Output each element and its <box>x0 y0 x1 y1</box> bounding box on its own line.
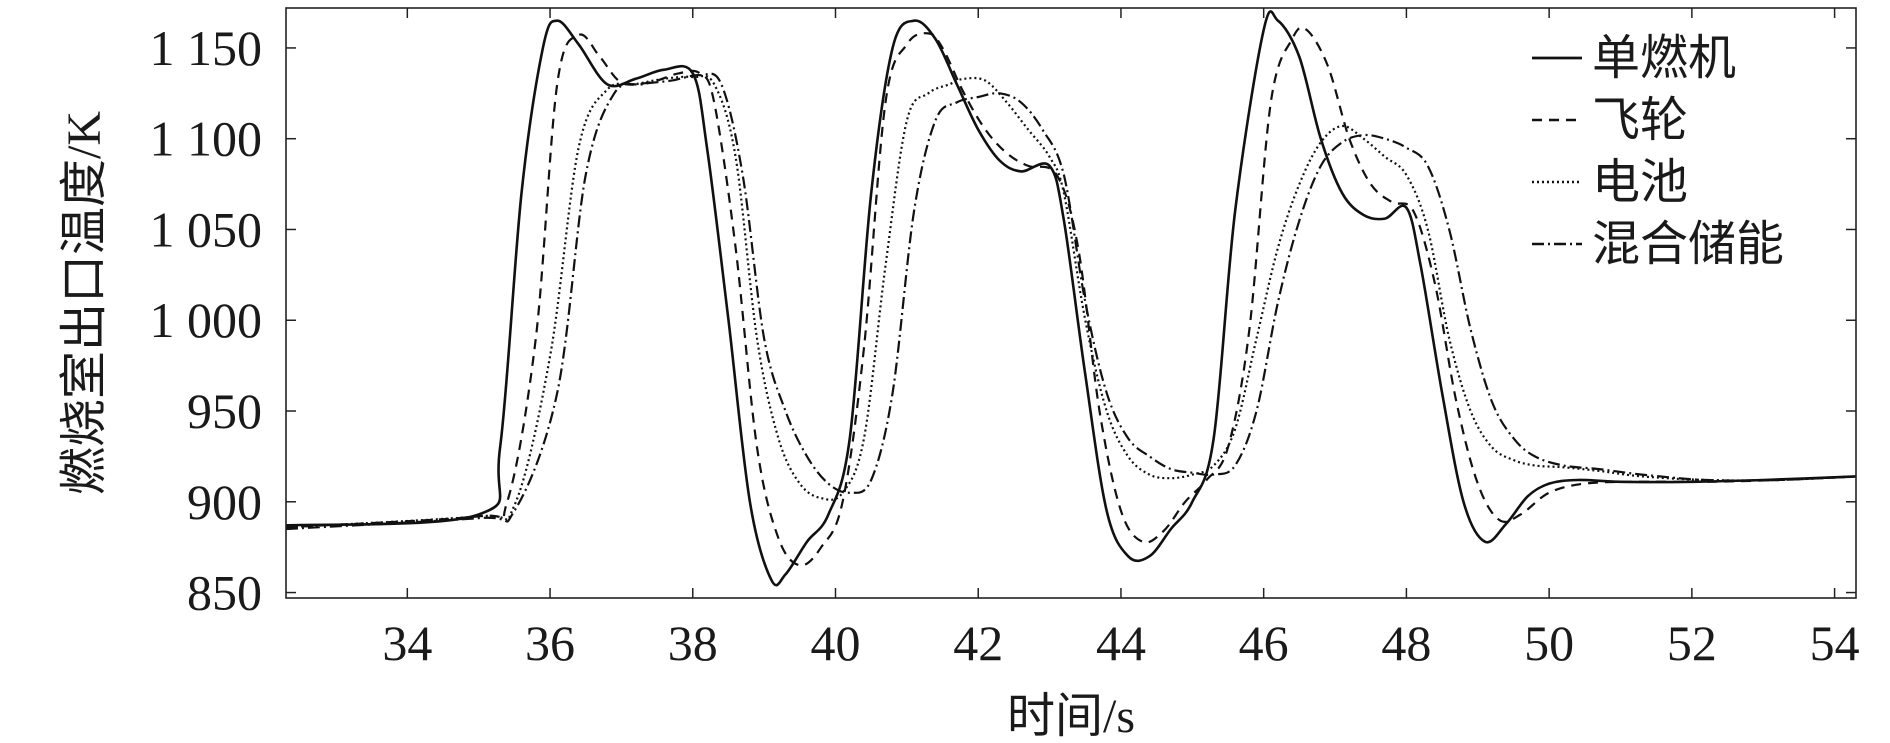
y-tick-label: 1 150 <box>150 20 263 76</box>
legend-label-3: 电池 <box>1592 156 1688 209</box>
x-tick-label: 38 <box>668 615 718 671</box>
y-tick-label: 1 100 <box>150 111 263 167</box>
x-tick-label: 42 <box>953 615 1003 671</box>
x-tick-label: 44 <box>1096 615 1146 671</box>
y-axis-title: 燃烧室出口温度/K <box>58 111 111 495</box>
x-axis-ticks: 34 36 38 40 42 44 46 48 50 52 54 <box>382 8 1860 671</box>
y-axis-ticks: 850 900 950 1 000 1 050 1 100 1 150 <box>150 20 1856 621</box>
legend-label-1: 单燃机 <box>1592 32 1736 85</box>
y-tick-label: 900 <box>187 474 262 530</box>
legend-label-4: 混合储能 <box>1592 218 1784 271</box>
y-tick-label: 950 <box>187 383 262 439</box>
y-tick-label: 1 000 <box>150 292 263 348</box>
x-tick-label: 40 <box>811 615 861 671</box>
series-line-1 <box>285 10 1857 587</box>
series-line-4 <box>285 72 1857 531</box>
legend-label-2: 飞轮 <box>1592 94 1688 147</box>
x-tick-label: 54 <box>1810 615 1860 671</box>
series-lines <box>285 10 1857 587</box>
plot-frame <box>285 7 1857 599</box>
x-tick-label: 36 <box>525 615 575 671</box>
x-tick-label: 48 <box>1381 615 1431 671</box>
y-tick-label: 1 050 <box>150 201 263 257</box>
x-axis-title: 时间/s <box>1007 690 1135 739</box>
x-tick-label: 52 <box>1667 615 1717 671</box>
x-tick-label: 34 <box>382 615 432 671</box>
x-tick-label: 46 <box>1239 615 1289 671</box>
series-line-3 <box>285 74 1857 529</box>
y-tick-label: 850 <box>187 565 262 621</box>
x-tick-label: 50 <box>1524 615 1574 671</box>
